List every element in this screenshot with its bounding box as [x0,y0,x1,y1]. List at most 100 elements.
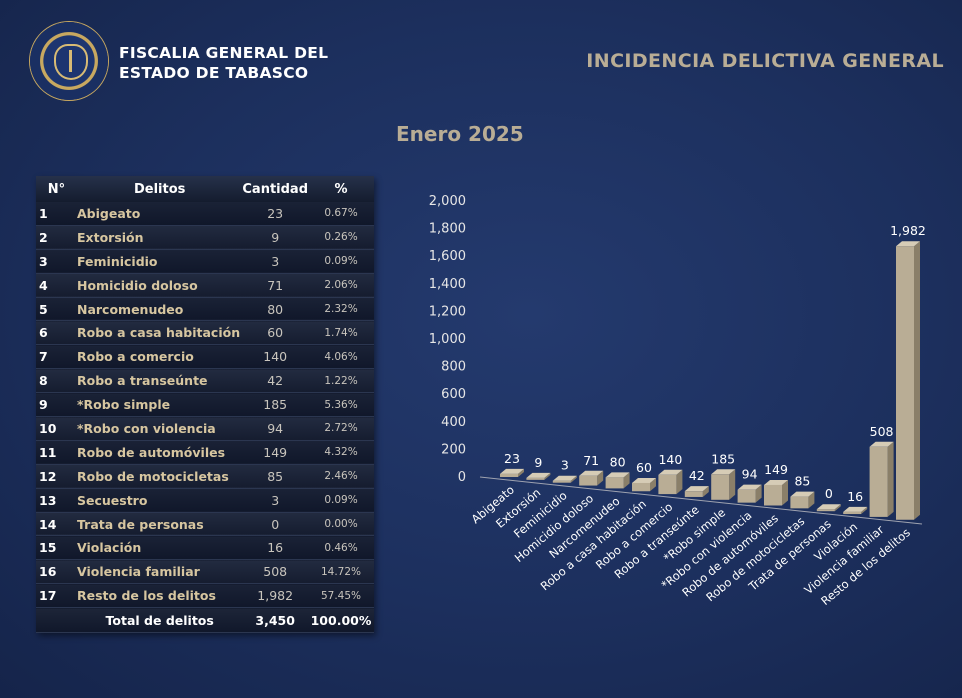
row-quantity: 23 [242,202,308,226]
bar-side [544,472,551,480]
bar [500,473,518,477]
row-crime: Homicidio doloso [77,273,243,298]
row-crime: *Robo con violencia [77,416,243,441]
row-quantity: 3 [242,249,308,274]
row-percent: 0.00% [308,512,374,537]
bar [737,489,756,503]
bar [764,484,782,506]
table-row: 7 Robo a comercio 140 4.06% [36,344,374,370]
bar [816,509,835,512]
row-quantity: 85 [242,464,308,489]
report-month: Enero 2025 [396,122,524,146]
y-tick-label: 400 [441,415,466,430]
table-row: 14 Trata de personas 0 0.00% [36,512,374,537]
total-spacer [36,607,77,634]
data-label: 23 [504,451,520,466]
incidence-table: N° Delitos Cantidad % 1 Abigeato 23 0.67% 2 E… [36,176,374,634]
data-label: 185 [711,451,735,466]
y-tick-label: 1,400 [429,277,466,292]
row-number: 3 [36,249,77,274]
data-label: 140 [658,452,682,467]
bar-top [658,469,683,475]
bar-side [861,506,868,515]
row-percent: 2.72% [308,416,374,441]
row-percent: 2.06% [308,273,374,298]
row-number: 12 [36,464,77,489]
row-crime: Trata de personas [77,512,243,537]
row-number: 16 [36,559,77,585]
row-quantity: 149 [242,440,308,465]
row-percent: 2.32% [308,297,374,322]
bar-top [605,472,630,478]
bar-side [782,479,788,506]
bar [526,477,545,480]
row-quantity: 42 [242,368,308,394]
data-label: 16 [847,489,863,504]
header-quantity: Cantidad [242,176,308,202]
row-number: 11 [36,440,77,465]
data-label: 60 [636,460,652,475]
table-row: 10 *Robo con violencia 94 2.72% [36,416,374,441]
row-percent: 1.74% [308,320,374,346]
bar-side [887,441,894,517]
table-row: 11 Robo de automóviles 149 4.32% [36,440,374,465]
table-row: 4 Homicidio doloso 71 2.06% [36,273,374,298]
data-label: 3 [561,458,569,473]
bar-top [500,468,524,474]
row-crime: Resto de los delitos [77,583,243,609]
row-number: 10 [36,416,77,441]
org-line-1: FISCALIA GENERAL DEL [119,44,329,62]
row-quantity: 185 [242,392,308,418]
data-label: 0 [825,486,833,501]
bar [790,496,809,509]
bar [869,446,888,517]
row-crime: Robo de motocicletas [77,464,243,489]
row-quantity: 71 [242,273,308,298]
table-row: 12 Robo de motocicletas 85 2.46% [36,464,374,489]
row-crime: Abigeato [77,202,243,226]
row-quantity: 9 [242,225,308,250]
row-percent: 4.06% [308,344,374,370]
org-line-2: ESTADO DE TABASCO [119,64,309,82]
x-axis-line [479,476,923,525]
row-percent: 14.72% [308,559,374,585]
table-row: 3 Feminicidio 3 0.09% [36,249,374,274]
bar [711,474,730,500]
bar-side [702,486,709,497]
data-label: 71 [583,453,599,468]
row-crime: Robo a transeúnte [77,368,243,394]
table-row: 13 Secuestro 3 0.09% [36,488,374,513]
bar-top [764,479,788,485]
row-number: 1 [36,202,77,226]
data-label: 9 [534,455,542,470]
bar [579,475,598,486]
bar-top [816,504,841,510]
row-quantity: 0 [242,512,308,537]
data-label: 85 [794,474,810,489]
bar-side [597,470,604,486]
bar-top [684,486,709,492]
header-percent: % [308,176,374,202]
bar-top [526,472,551,478]
row-quantity: 80 [242,297,308,322]
bar-side [914,241,920,520]
header-crime: Delitos [77,176,243,202]
bar-top [632,477,656,483]
row-quantity: 140 [242,344,308,370]
row-percent: 1.22% [308,368,374,394]
row-quantity: 16 [242,535,308,561]
row-number: 5 [36,297,77,322]
bar [552,480,571,483]
bar-top [552,475,577,481]
bar-top [790,491,815,497]
table-header-row: N° Delitos Cantidad % [36,176,374,202]
y-tick-label: 600 [441,387,466,402]
bar-side [729,469,736,500]
row-percent: 5.36% [308,392,374,418]
y-tick-label: 1,600 [429,249,466,264]
row-percent: 0.46% [308,535,374,561]
bar-side [834,504,841,512]
table-row: 2 Extorsión 9 0.26% [36,225,374,250]
row-percent: 57.45% [308,583,374,609]
header-number: N° [36,176,77,202]
